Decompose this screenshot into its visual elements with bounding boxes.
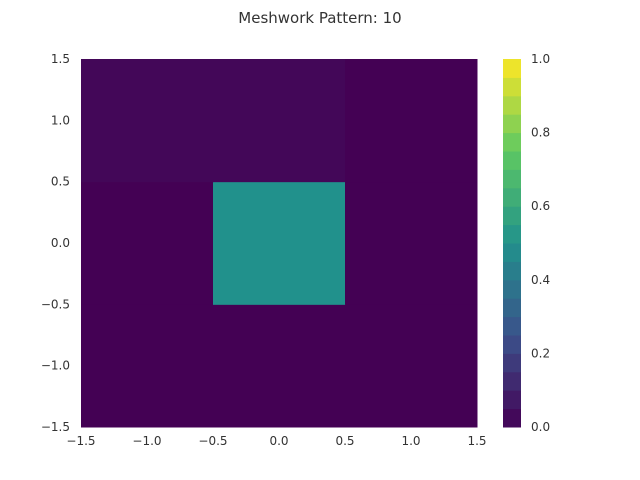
heatmap-cell	[81, 59, 214, 183]
colorbar-segment	[503, 371, 521, 391]
heatmap-cell	[213, 181, 346, 305]
heatmap-cell	[345, 304, 478, 428]
colorbar-segment	[503, 77, 521, 97]
y-tick-label: 1.5	[51, 52, 70, 66]
y-tick-label: −1.0	[41, 359, 70, 373]
colorbar-segment	[503, 390, 521, 410]
heatmap-cell	[345, 181, 478, 305]
colorbar-segment	[503, 261, 521, 281]
heatmap-cell	[213, 304, 346, 428]
colorbar-segment	[503, 408, 521, 428]
y-tick-label: 1.0	[51, 113, 70, 127]
heatmap-cells	[81, 59, 478, 428]
y-tick-label: 0.0	[51, 236, 70, 250]
colorbar-segment	[503, 206, 521, 226]
x-tick-label: −1.0	[132, 434, 161, 448]
colorbar-tick-label: 0.0	[531, 420, 550, 434]
colorbar-segment	[503, 95, 521, 115]
heatmap-cell	[345, 59, 478, 183]
colorbar-tick-label: 0.6	[531, 199, 550, 213]
colorbar-segment	[503, 114, 521, 134]
colorbar-tick-label: 0.4	[531, 273, 550, 287]
colorbar	[503, 59, 521, 428]
x-axis-ticks: −1.5 −1.0 −0.5 0.0 0.5 1.0 1.5	[66, 434, 486, 448]
chart-title: Meshwork Pattern: 10	[238, 9, 401, 27]
x-tick-label: 1.0	[401, 434, 420, 448]
colorbar-segment	[503, 224, 521, 244]
heatmap-cell	[81, 304, 214, 428]
colorbar-segment	[503, 335, 521, 354]
colorbar-ticks: 0.0 0.2 0.4 0.6 0.8 1.0	[531, 52, 550, 434]
colorbar-segment	[503, 59, 521, 78]
colorbar-segment	[503, 316, 521, 336]
colorbar-tick-label: 1.0	[531, 52, 550, 66]
y-tick-label: 0.5	[51, 175, 70, 189]
heatmap-cell	[81, 181, 214, 305]
x-tick-label: −1.5	[66, 434, 95, 448]
colorbar-segment	[503, 279, 521, 299]
colorbar-segment	[503, 132, 521, 152]
x-tick-label: 0.0	[269, 434, 288, 448]
colorbar-segment	[503, 298, 521, 318]
colorbar-segment	[503, 243, 521, 262]
colorbar-segment	[503, 187, 521, 207]
colorbar-tick-label: 0.8	[531, 126, 550, 140]
colorbar-segment	[503, 151, 521, 170]
y-tick-label: −1.5	[41, 420, 70, 434]
y-axis-ticks: −1.5 −1.0 −0.5 0.0 0.5 1.0 1.5	[41, 52, 70, 434]
colorbar-segment	[503, 169, 521, 189]
y-tick-label: −0.5	[41, 297, 70, 311]
x-tick-label: 1.5	[467, 434, 486, 448]
heatmap-cell	[213, 59, 346, 183]
x-tick-label: −0.5	[198, 434, 227, 448]
colorbar-tick-label: 0.2	[531, 346, 550, 360]
colorbar-segment	[503, 353, 521, 373]
x-tick-label: 0.5	[335, 434, 354, 448]
